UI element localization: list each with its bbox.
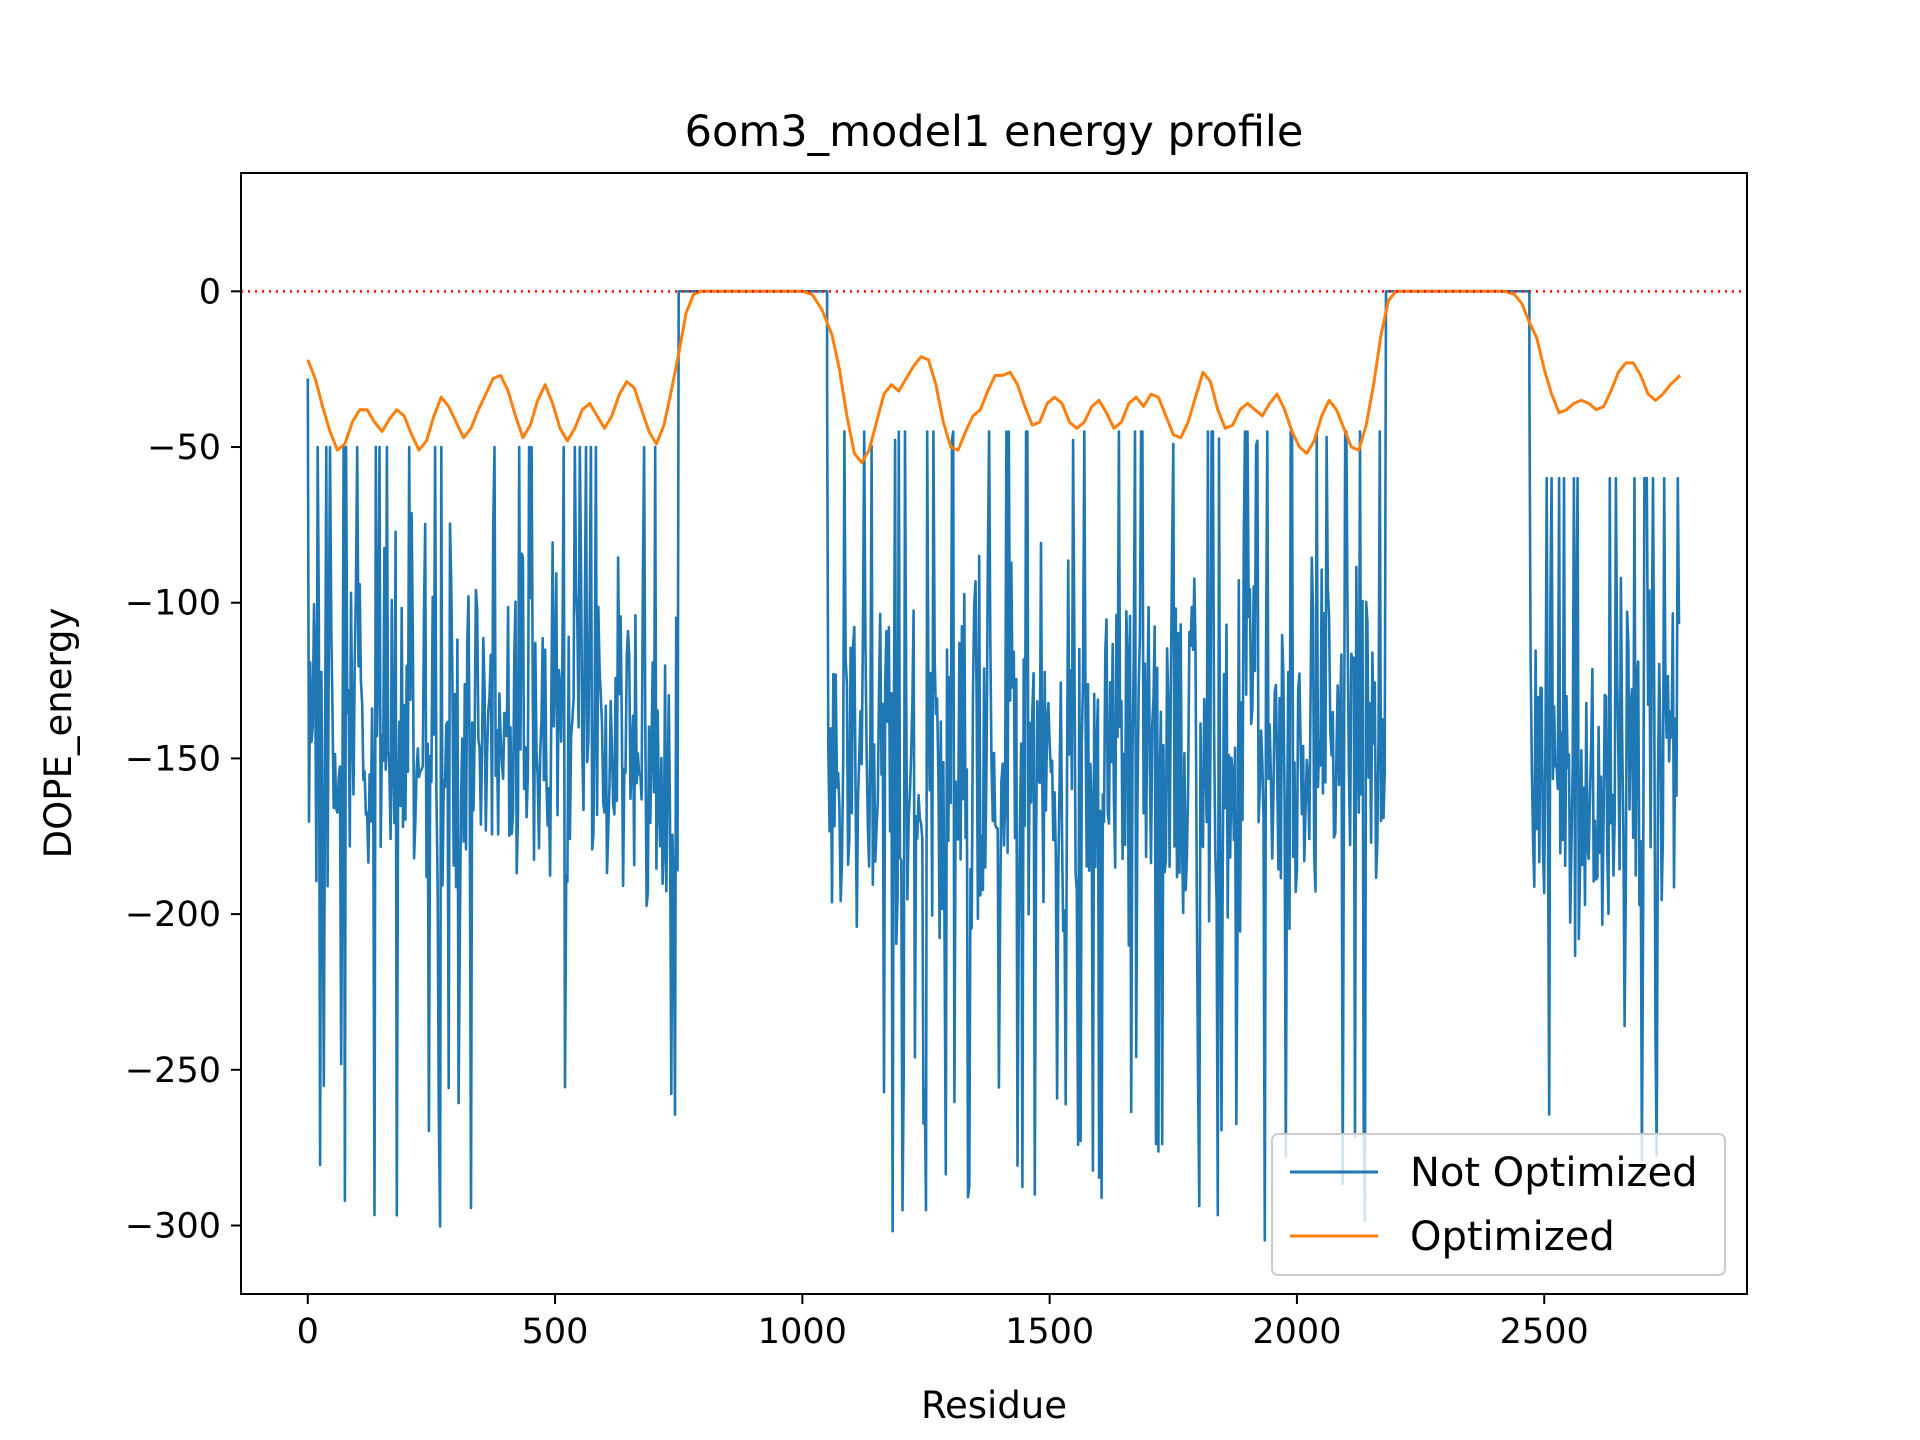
y-axis-label: DOPE_energy xyxy=(37,608,80,859)
x-tick-label: 2500 xyxy=(1500,1312,1589,1352)
x-tick-label: 500 xyxy=(522,1312,589,1352)
plot-frame xyxy=(240,172,1748,1295)
x-tick-label: 1000 xyxy=(758,1312,847,1352)
y-tick-label: −300 xyxy=(125,1206,221,1246)
plot-area xyxy=(306,289,1682,1242)
x-tick-label: 2000 xyxy=(1252,1312,1341,1352)
y-tick-label: −50 xyxy=(147,428,221,468)
legend-label-optimized: Optimized xyxy=(1410,1214,1615,1260)
y-tick-label: 0 xyxy=(199,272,221,312)
series-line-optimized xyxy=(306,289,1682,465)
x-axis-label: Residue xyxy=(921,1384,1067,1427)
y-tick-label: −250 xyxy=(125,1051,221,1091)
y-axis: 0 −50 −100 −150 −200 −250 −300 xyxy=(125,272,241,1246)
y-tick-label: −100 xyxy=(125,584,221,624)
x-tick-label: 1500 xyxy=(1005,1312,1094,1352)
legend-box xyxy=(1271,1133,1726,1276)
legend: Not Optimized Optimized xyxy=(1271,1133,1726,1276)
x-tick-label: 0 xyxy=(297,1312,319,1352)
x-axis: 0 500 1000 1500 2000 2500 xyxy=(297,1294,1589,1352)
legend-label-not-optimized: Not Optimized xyxy=(1410,1150,1698,1196)
series-line-not-optimized xyxy=(306,290,1681,1242)
y-tick-label: −150 xyxy=(125,739,221,779)
y-tick-label: −200 xyxy=(125,895,221,935)
chart-title: 6om3_model1 energy profile xyxy=(685,107,1304,157)
